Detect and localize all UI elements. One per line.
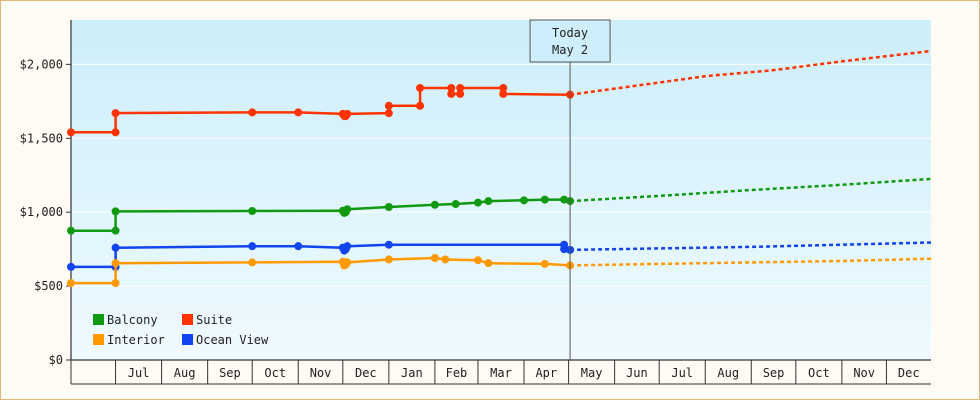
data-point-suite — [456, 89, 465, 98]
series-forecast-ocean-view — [570, 241, 932, 252]
y-tick-label: $1,500 — [20, 131, 63, 145]
series-group — [67, 49, 932, 288]
data-point-ocean-view — [294, 242, 303, 251]
data-point-ocean-view — [560, 245, 569, 254]
legend-label-balcony: Balcony — [107, 313, 158, 327]
data-point-suite — [416, 84, 425, 92]
x-axis: Jul Aug Sep Oct Nov Dec Jan Feb Mar Apr May Jun Jul A… — [70, 359, 931, 385]
data-point-interior — [343, 258, 352, 267]
x-month-label: Dec — [898, 366, 920, 380]
x-month-label: Jul — [128, 366, 150, 380]
data-point-suite — [456, 84, 465, 92]
x-month-label: May — [581, 366, 603, 380]
data-point-balcony — [111, 226, 120, 235]
legend-label-suite: Suite — [196, 313, 232, 327]
data-point-balcony — [248, 206, 257, 215]
today-label: Today — [552, 26, 588, 40]
x-month-label: Jan — [401, 366, 423, 380]
series-forecast-suite — [569, 49, 932, 96]
data-point-interior — [484, 259, 493, 268]
today-marker: Today May 2 — [529, 19, 611, 360]
series-forecast-interior — [570, 257, 932, 267]
x-month-label: Sep — [219, 366, 241, 380]
data-point-interior — [111, 279, 120, 288]
today-label-box — [529, 19, 611, 63]
x-month-label: Jun — [626, 366, 648, 380]
data-point-suite — [447, 84, 456, 92]
data-point-ocean-view — [384, 240, 393, 249]
data-point-balcony — [473, 198, 482, 207]
x-month-label: Aug — [717, 366, 739, 380]
data-point-interior — [430, 254, 439, 262]
data-point-ocean-view — [67, 262, 75, 271]
data-point-balcony — [111, 207, 120, 216]
legend-swatch-ocean-view — [182, 334, 193, 345]
data-point-suite — [111, 109, 120, 118]
legend-swatch-suite — [182, 314, 193, 325]
data-point-ocean-view — [248, 242, 257, 251]
y-tick-label: $0 — [49, 353, 63, 367]
plot-background — [71, 20, 931, 360]
data-point-interior — [67, 279, 75, 288]
data-point-suite — [416, 101, 425, 110]
data-point-ocean-view — [343, 242, 352, 251]
data-point-interior — [441, 255, 450, 264]
data-point-interior — [248, 258, 257, 267]
x-month-label: Apr — [535, 366, 557, 380]
data-point-suite — [447, 89, 456, 98]
legend-swatch-balcony — [93, 314, 104, 325]
data-point-balcony — [430, 200, 439, 209]
data-point-suite — [294, 108, 303, 117]
data-point-suite — [248, 108, 257, 117]
x-month-label: Oct — [264, 366, 286, 380]
data-point-balcony — [484, 197, 493, 206]
y-tick-label: $1,000 — [20, 205, 63, 219]
x-month-label: Dec — [355, 366, 377, 380]
series-forecast-balcony — [570, 177, 932, 203]
data-point-balcony — [520, 196, 529, 205]
data-point-suite — [499, 84, 508, 92]
x-month-label: Feb — [446, 366, 468, 380]
data-point-balcony — [451, 200, 460, 209]
data-point-balcony — [384, 203, 393, 211]
data-point-suite — [67, 128, 75, 137]
data-point-balcony — [540, 195, 549, 204]
data-point-suite — [111, 128, 120, 137]
x-month-label: Oct — [808, 366, 830, 380]
x-month-label: Sep — [763, 366, 785, 380]
x-month-label: Jul — [671, 366, 693, 380]
data-point-interior — [540, 259, 549, 268]
legend-label-ocean-view: Ocean View — [196, 333, 269, 347]
data-point-suite — [343, 109, 352, 118]
x-month-label: Nov — [310, 366, 332, 380]
data-point-ocean-view — [111, 243, 120, 252]
legend: Balcony Suite Interior Ocean View — [93, 313, 269, 347]
data-point-balcony — [343, 205, 352, 214]
x-month-label: Mar — [490, 366, 512, 380]
data-point-interior — [384, 255, 393, 264]
data-point-interior — [111, 259, 120, 268]
data-point-suite — [384, 109, 393, 118]
data-point-balcony — [67, 226, 75, 235]
data-point-suite — [384, 101, 393, 110]
y-tick-label: $500 — [34, 279, 63, 293]
legend-swatch-interior — [93, 334, 104, 345]
today-date: May 2 — [552, 43, 588, 57]
data-point-suite — [499, 89, 508, 98]
data-point-interior — [473, 256, 482, 265]
legend-label-interior: Interior — [107, 333, 165, 347]
y-tick-label: $2,000 — [20, 57, 63, 71]
y-axis: $0 $500 $1,000 $1,500 $2,000 — [20, 20, 72, 367]
x-month-label: Aug — [174, 366, 196, 380]
x-month-label: Nov — [853, 366, 875, 380]
